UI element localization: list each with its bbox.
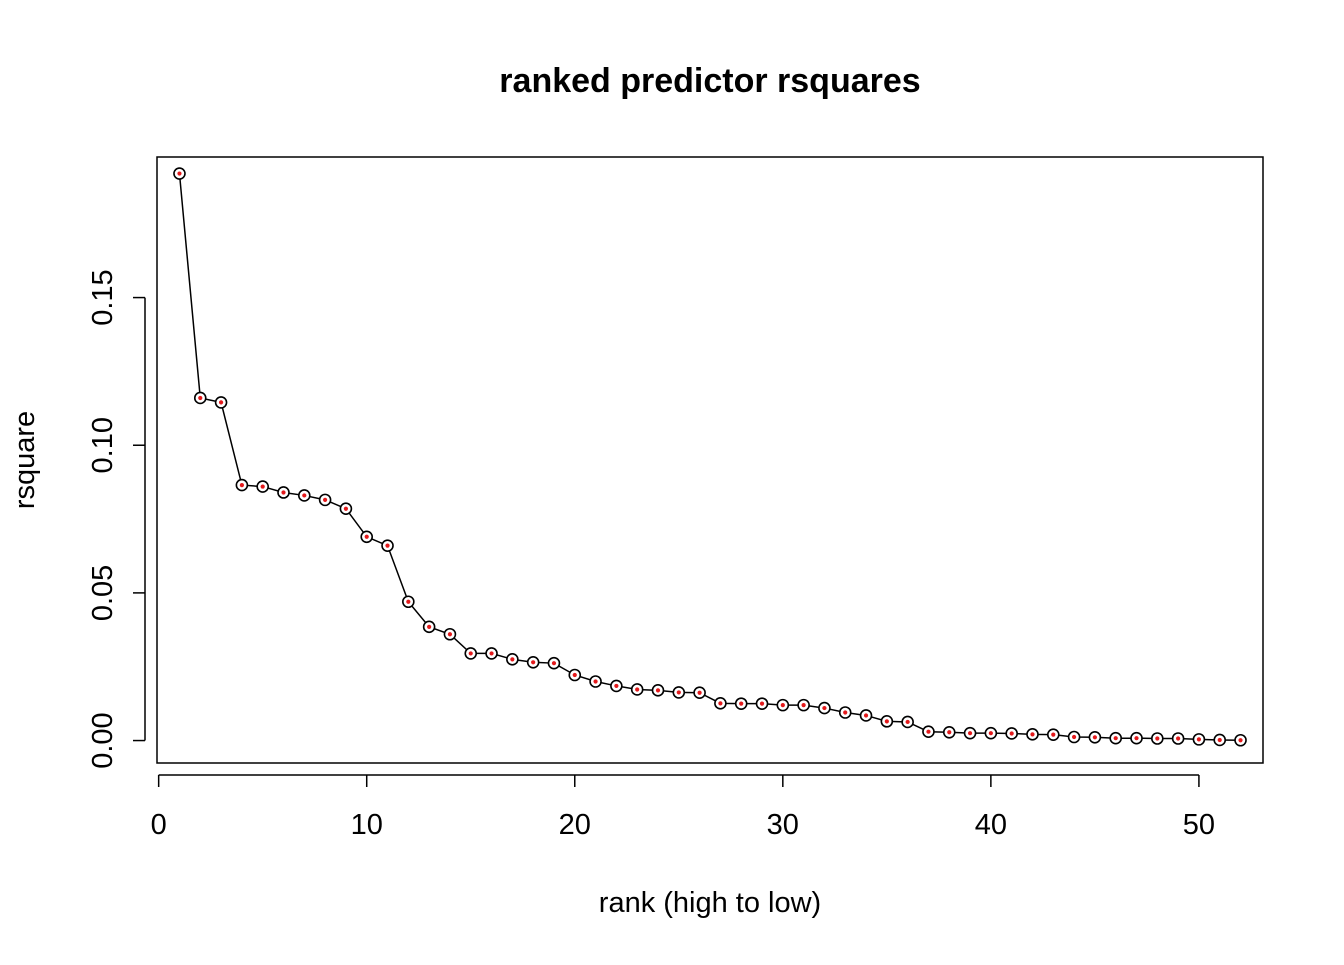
series-line — [178, 173, 1241, 742]
chart-title: ranked predictor rsquares — [499, 62, 920, 100]
data-point-center — [1051, 732, 1056, 737]
data-point-center — [447, 632, 453, 637]
data-point-center — [697, 690, 702, 695]
data-point-center — [489, 651, 494, 656]
y-tick-label: 0.00 — [87, 712, 119, 768]
data-point-center — [551, 661, 557, 666]
data-point-center — [1092, 735, 1097, 740]
data-point-center — [1155, 736, 1160, 741]
x-axis: 0 10 20 30 40 50 — [151, 774, 1215, 841]
data-point-center — [739, 701, 744, 706]
data-point-center — [843, 710, 848, 715]
y-axis-label: rsquare — [9, 411, 41, 509]
data-point-center — [905, 719, 910, 725]
data-point-center — [385, 543, 390, 548]
y-tick-label: 0.10 — [87, 417, 119, 473]
x-tick-label: 20 — [559, 809, 591, 841]
data-point-center — [1196, 737, 1202, 742]
x-axis-label: rank (high to low) — [599, 887, 821, 919]
series-points-group — [173, 167, 1247, 747]
data-point-center — [967, 731, 973, 736]
x-tick-label: 0 — [151, 809, 167, 841]
plot-frame — [156, 156, 1264, 764]
data-point-center — [406, 599, 411, 604]
data-point-center — [655, 688, 661, 693]
data-point-center — [1217, 737, 1222, 743]
y-tick-label: 0.15 — [87, 269, 119, 325]
data-point-center — [926, 729, 931, 734]
data-point-center — [281, 490, 286, 495]
data-point-center — [759, 701, 765, 706]
data-point-center — [1238, 738, 1243, 743]
data-point-center — [531, 660, 536, 665]
data-point-center — [427, 624, 432, 629]
data-point-center — [635, 687, 640, 692]
data-point-center — [468, 651, 473, 656]
data-point-center — [302, 493, 307, 498]
data-point-center — [1071, 734, 1077, 740]
data-point-center — [177, 171, 182, 176]
data-point-center — [718, 701, 723, 706]
x-tick-label: 40 — [975, 809, 1007, 841]
data-point-center — [239, 483, 244, 488]
data-point-center — [510, 657, 515, 662]
data-point-center — [593, 679, 598, 684]
data-point-center — [947, 730, 952, 735]
data-point-center — [1030, 732, 1035, 737]
data-point-center — [780, 703, 785, 708]
data-point-center — [1134, 736, 1139, 741]
data-point-center — [198, 395, 203, 401]
series-line-group — [178, 173, 1241, 742]
data-point-center — [343, 506, 349, 511]
data-point-center — [218, 400, 224, 405]
y-tick-label: 0.05 — [87, 565, 119, 621]
data-point-center — [1113, 736, 1118, 741]
data-point-center — [884, 719, 889, 724]
x-tick-label: 30 — [767, 809, 799, 841]
data-point-center — [863, 713, 869, 718]
data-point-center — [822, 705, 827, 711]
data-point-center — [801, 703, 806, 708]
data-point-center — [676, 690, 681, 695]
data-point-center — [1009, 731, 1014, 736]
data-point-center — [1176, 736, 1181, 741]
x-tick-label: 10 — [351, 809, 383, 841]
data-point-center — [572, 672, 577, 678]
data-point-center — [614, 683, 619, 689]
data-point-center — [323, 497, 328, 502]
data-point-center — [260, 484, 265, 489]
data-point-center — [988, 731, 993, 736]
data-point-center — [364, 534, 369, 539]
x-tick-label: 50 — [1183, 809, 1215, 841]
y-axis: 0.00 0.05 0.10 0.15 — [87, 269, 146, 769]
